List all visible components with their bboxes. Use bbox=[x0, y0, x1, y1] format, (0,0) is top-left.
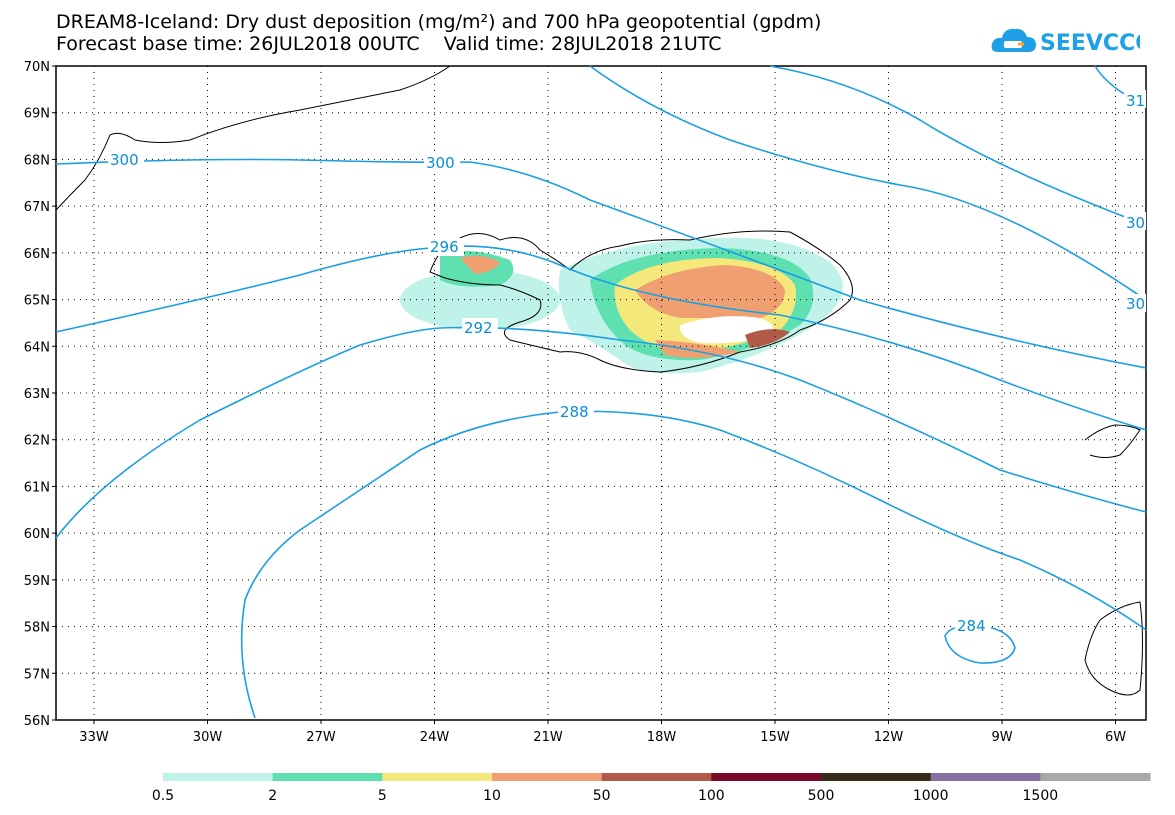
contour-labels: 300 300 296 292 288 284 31 30 30 bbox=[108, 90, 1146, 635]
legend-label: 1500 bbox=[1023, 788, 1059, 804]
longitude-labels: 33W 30W 27W 24W 21W 18W 15W 12W 9W 6W bbox=[79, 720, 1126, 745]
legend-swatch bbox=[930, 773, 1041, 781]
latitude-labels: 70N 69N 68N 67N 66N 65N 64N 63N 62N 61N 60N 59N 58N 5… bbox=[24, 60, 56, 729]
lon-label: 33W bbox=[79, 730, 109, 745]
contour-label: 30 bbox=[1126, 214, 1145, 232]
contour-300-west bbox=[55, 158, 1147, 369]
logo-text: SEEVCCC bbox=[1040, 31, 1140, 56]
cloud-icon bbox=[991, 28, 1036, 52]
legend-swatch bbox=[272, 773, 383, 781]
contour-292 bbox=[55, 326, 1147, 539]
lon-label: 27W bbox=[306, 730, 336, 745]
contour-304 bbox=[769, 65, 1147, 226]
legend-swatch bbox=[601, 773, 712, 781]
legend-swatch bbox=[382, 773, 493, 781]
lat-label: 68N bbox=[24, 153, 50, 168]
contour-label: 284 bbox=[957, 617, 986, 635]
legend-swatch bbox=[711, 773, 822, 781]
lat-label: 70N bbox=[24, 60, 50, 75]
contour-label: 292 bbox=[464, 319, 493, 337]
lat-label: 56N bbox=[24, 714, 50, 729]
legend-label: 500 bbox=[808, 788, 835, 804]
lat-label: 66N bbox=[24, 247, 50, 262]
contour-label: 30 bbox=[1126, 295, 1145, 313]
seevccc-logo: SEEVCCC bbox=[991, 28, 1140, 56]
legend-swatch bbox=[163, 773, 274, 781]
graticule bbox=[56, 66, 1146, 720]
contour-288 bbox=[240, 410, 1147, 719]
lat-label: 60N bbox=[24, 527, 50, 542]
lat-label: 63N bbox=[24, 387, 50, 402]
map-title: DREAM8-Iceland: Dry dust deposition (mg/… bbox=[56, 11, 822, 33]
lon-label: 12W bbox=[874, 730, 904, 745]
legend-label: 1000 bbox=[913, 788, 949, 804]
dust-deposition-shading bbox=[400, 237, 843, 374]
legend-label: 10 bbox=[483, 788, 501, 804]
lat-label: 57N bbox=[24, 667, 50, 682]
lon-label: 21W bbox=[533, 730, 563, 745]
legend-swatch bbox=[821, 773, 932, 781]
contour-label: 300 bbox=[426, 154, 455, 172]
lon-label: 9W bbox=[991, 730, 1012, 745]
legend-swatch bbox=[1040, 773, 1151, 781]
legend-swatch bbox=[492, 773, 603, 781]
legend-label: 100 bbox=[698, 788, 725, 804]
legend-label: 50 bbox=[593, 788, 611, 804]
lon-label: 18W bbox=[647, 730, 677, 745]
legend-label: 2 bbox=[268, 788, 277, 804]
lat-label: 69N bbox=[24, 107, 50, 122]
coastline bbox=[55, 65, 1143, 696]
geopotential-contours bbox=[55, 65, 1147, 719]
contour-label: 288 bbox=[560, 403, 589, 421]
lat-label: 67N bbox=[24, 200, 50, 215]
lat-label: 65N bbox=[24, 294, 50, 309]
lon-label: 24W bbox=[420, 730, 450, 745]
contour-label: 296 bbox=[430, 238, 459, 256]
lat-label: 62N bbox=[24, 434, 50, 449]
lat-label: 58N bbox=[24, 621, 50, 636]
color-legend: 0.5 2 5 10 50 100 500 1000 1500 bbox=[152, 773, 1151, 804]
lon-label: 6W bbox=[1105, 730, 1126, 745]
contour-label: 31 bbox=[1126, 92, 1145, 110]
lat-label: 59N bbox=[24, 574, 50, 589]
lon-label: 30W bbox=[193, 730, 223, 745]
legend-label: 5 bbox=[378, 788, 387, 804]
lat-label: 64N bbox=[24, 340, 50, 355]
lon-label: 15W bbox=[760, 730, 790, 745]
legend-label: 0.5 bbox=[152, 788, 174, 804]
contour-296 bbox=[55, 245, 1147, 431]
map-subtitle: Forecast base time: 26JUL2018 00UTC Vali… bbox=[56, 33, 722, 55]
contour-300-east bbox=[589, 65, 1147, 301]
lat-label: 61N bbox=[24, 480, 50, 495]
contour-label: 300 bbox=[110, 151, 139, 169]
